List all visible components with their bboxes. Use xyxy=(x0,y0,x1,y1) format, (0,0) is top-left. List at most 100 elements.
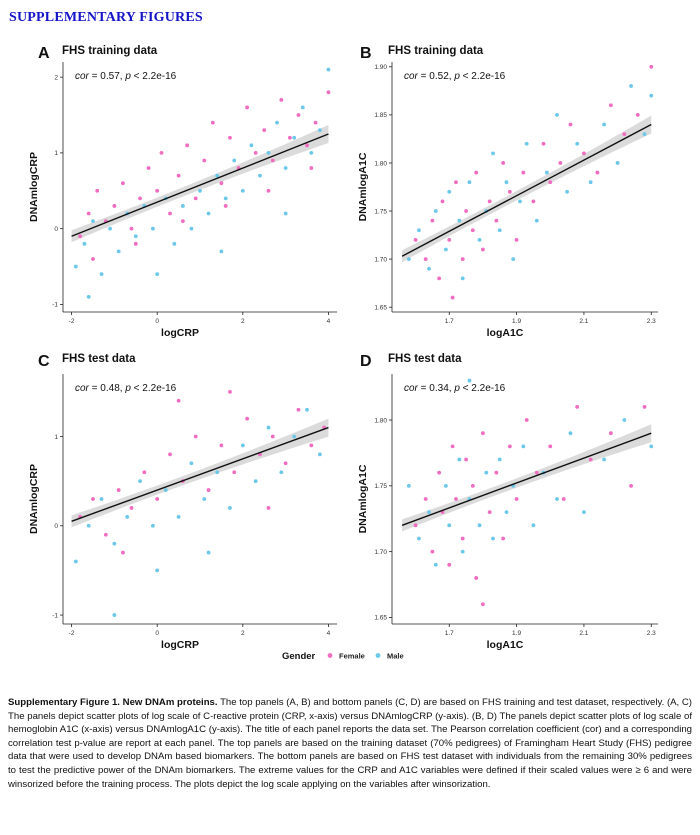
y-tick-label: 1.70 xyxy=(374,256,387,263)
panel-letter-B: B xyxy=(360,45,372,62)
data-point-male xyxy=(433,209,438,213)
data-point-male xyxy=(82,241,87,246)
data-point-male xyxy=(180,204,185,208)
data-point-male xyxy=(518,199,522,204)
data-point-female xyxy=(168,211,172,216)
data-point-male xyxy=(555,497,559,501)
confidence-band-B xyxy=(402,115,652,263)
data-point-female xyxy=(450,295,455,300)
data-point-male xyxy=(163,488,168,492)
confidence-band-A xyxy=(71,124,329,243)
data-point-male xyxy=(511,257,516,262)
data-point-male xyxy=(491,151,495,156)
data-point-male xyxy=(198,188,202,193)
data-point-female xyxy=(176,173,181,178)
data-point-female xyxy=(270,158,275,163)
data-point-male xyxy=(223,196,228,201)
y-tick-label: 1.90 xyxy=(374,64,387,71)
data-point-male xyxy=(189,226,194,231)
data-point-male xyxy=(116,249,121,254)
data-point-male xyxy=(467,180,472,185)
x-tick-label: 0 xyxy=(155,318,159,325)
data-point-male xyxy=(215,470,220,475)
data-point-female xyxy=(155,497,160,501)
data-point-female xyxy=(514,237,519,242)
data-point-female xyxy=(531,199,536,204)
data-point-female xyxy=(245,416,249,421)
data-point-male xyxy=(406,257,411,262)
data-point-male xyxy=(443,247,448,252)
data-point-male xyxy=(477,237,482,242)
data-point-male xyxy=(138,479,142,484)
data-point-female xyxy=(494,470,499,475)
correlation-annotation-B: cor = 0.52, p < 2.2e-16 xyxy=(404,71,506,82)
data-point-male xyxy=(215,173,220,178)
data-point-female xyxy=(245,105,249,110)
y-tick-label: 1.65 xyxy=(374,615,387,622)
data-point-female xyxy=(138,196,142,201)
data-point-female xyxy=(155,188,160,193)
data-point-female xyxy=(116,488,121,492)
data-point-female xyxy=(228,135,232,140)
data-point-female xyxy=(558,161,563,165)
data-point-female xyxy=(121,550,125,555)
legend-swatch-female xyxy=(327,653,333,658)
data-point-female xyxy=(460,536,465,541)
data-point-male xyxy=(300,105,305,110)
data-point-female xyxy=(608,103,613,108)
x-tick-label: 2 xyxy=(241,630,245,637)
x-axis-label-D: logA1C xyxy=(487,639,524,651)
data-point-male xyxy=(305,407,309,412)
data-point-female xyxy=(575,404,580,409)
data-point-male xyxy=(326,67,331,72)
data-point-female xyxy=(501,536,506,541)
data-point-male xyxy=(112,613,117,617)
data-point-male xyxy=(99,272,104,277)
data-point-female xyxy=(91,257,95,261)
data-point-male xyxy=(151,226,155,231)
x-tick-label: 2 xyxy=(241,318,245,325)
data-point-male xyxy=(266,151,271,155)
correlation-annotation-D: cor = 0.34, p < 2.2e-16 xyxy=(404,383,506,394)
data-point-male xyxy=(602,457,607,462)
data-point-female xyxy=(430,218,435,223)
data-point-male xyxy=(460,549,465,554)
y-axis-label-C: DNAmlogCRP xyxy=(28,464,40,534)
data-point-male xyxy=(649,444,654,449)
data-point-female xyxy=(193,434,198,439)
data-point-female xyxy=(270,434,275,439)
data-point-female xyxy=(524,418,529,422)
data-point-female xyxy=(454,497,458,501)
data-point-female xyxy=(423,497,428,501)
panel-letter-A: A xyxy=(38,45,50,62)
x-tick-label: 4 xyxy=(327,318,331,325)
data-point-male xyxy=(202,497,207,501)
y-tick-label: 1.70 xyxy=(374,549,387,556)
panel-title-D: FHS test data xyxy=(388,353,462,365)
data-point-male xyxy=(125,514,130,519)
y-tick-label: 0 xyxy=(54,226,58,233)
data-point-female xyxy=(176,398,181,403)
data-point-female xyxy=(454,180,458,185)
y-tick-label: 1.80 xyxy=(374,417,387,424)
data-point-female xyxy=(507,189,512,194)
y-tick-label: 1 xyxy=(54,150,58,157)
data-point-female xyxy=(91,497,95,501)
data-point-male xyxy=(477,523,482,528)
data-point-female xyxy=(541,141,546,146)
supplementary-figures-heading: SUPPLEMENTARY FIGURES xyxy=(9,10,203,25)
data-point-male xyxy=(531,523,536,528)
data-point-female xyxy=(146,166,151,170)
data-point-female xyxy=(121,181,125,186)
data-point-female xyxy=(521,170,526,175)
data-point-female xyxy=(262,128,267,133)
data-point-female xyxy=(288,135,292,140)
data-point-female xyxy=(129,226,134,231)
data-point-male xyxy=(275,120,279,125)
x-tick-label: 2.1 xyxy=(579,318,588,325)
data-point-female xyxy=(460,257,465,262)
data-point-female xyxy=(501,161,506,165)
data-point-female xyxy=(568,122,573,127)
data-point-male xyxy=(279,470,284,475)
y-tick-label: 2 xyxy=(54,74,58,81)
